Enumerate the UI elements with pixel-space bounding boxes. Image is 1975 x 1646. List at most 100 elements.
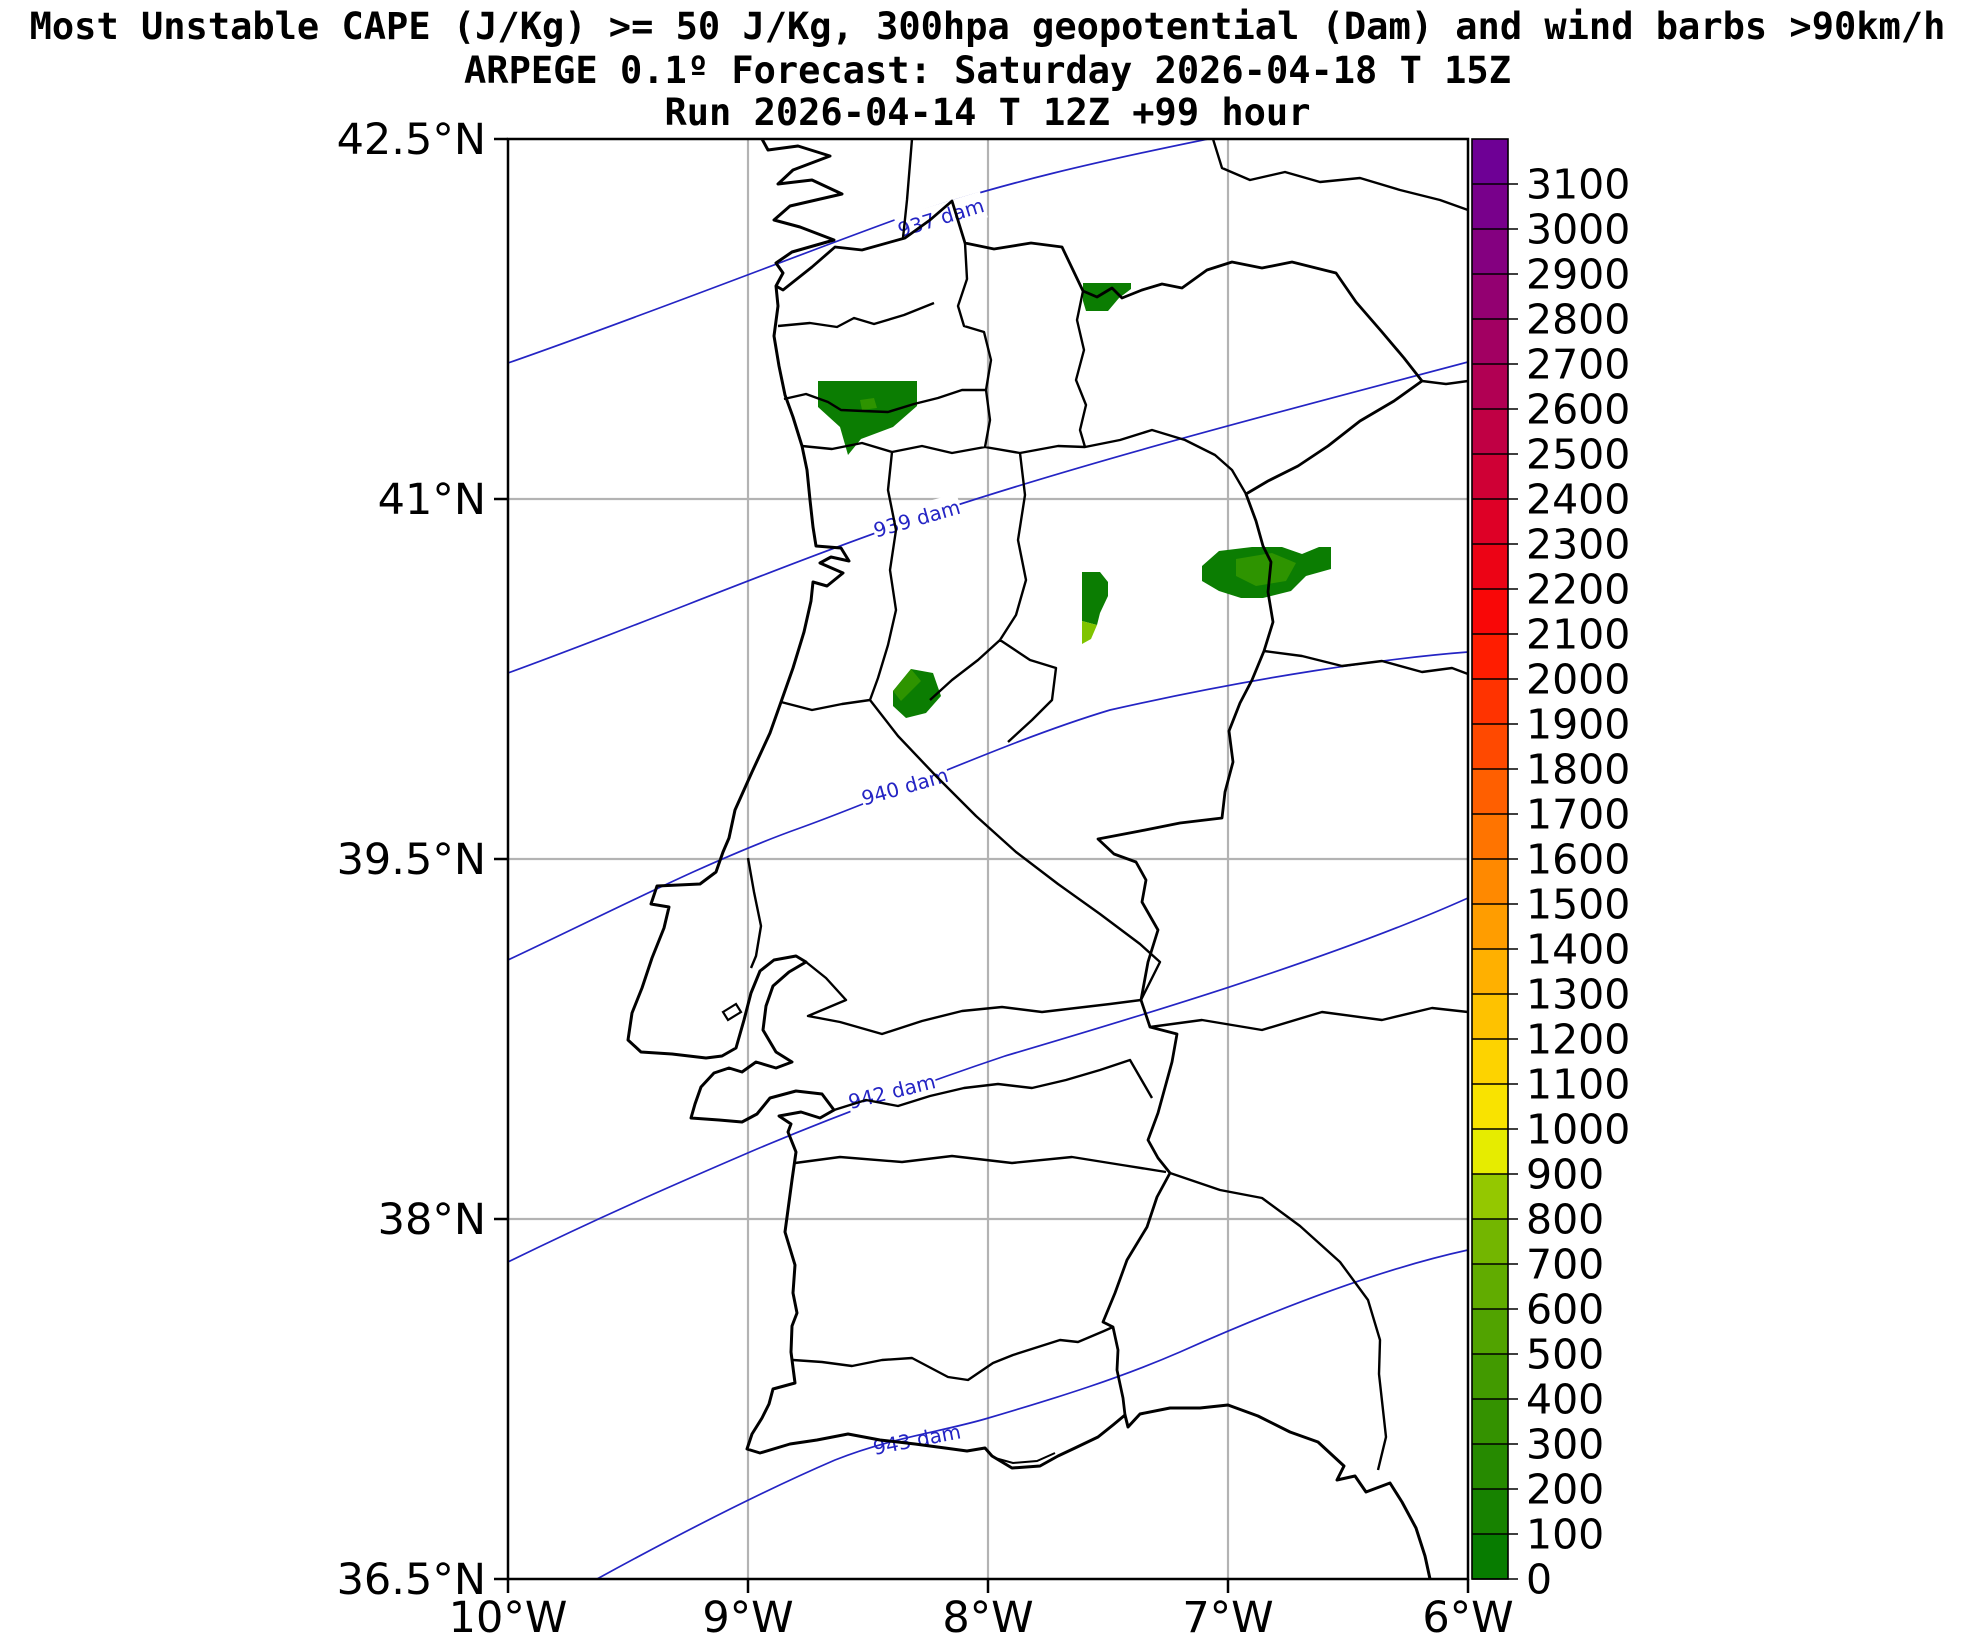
lat-label-38: 38°N <box>378 1195 486 1245</box>
colorbar-tick-label: 2300 <box>1526 520 1630 568</box>
colorbar-tick-label: 1700 <box>1526 790 1630 838</box>
contour-937 <box>508 139 1209 364</box>
colorbar-segment <box>1472 724 1508 770</box>
colorbar-segment <box>1472 1399 1508 1445</box>
colorbar-tick-label: 3000 <box>1526 205 1630 253</box>
cape-patch-guarda-light <box>1236 553 1296 586</box>
colorbar-tick-label: 2800 <box>1526 295 1630 343</box>
lat-label-41: 41°N <box>378 475 486 525</box>
colorbar-tick-label: 2600 <box>1526 385 1630 433</box>
cape-patch-estrela-light <box>1082 621 1097 644</box>
colorbar-segment <box>1472 364 1508 410</box>
colorbar-segment <box>1472 634 1508 680</box>
colorbar-tick-label: 600 <box>1526 1285 1604 1333</box>
colorbar-tick-label: 2200 <box>1526 565 1630 613</box>
contour-943 <box>596 1249 1468 1579</box>
colorbar-tick-label: 100 <box>1526 1510 1604 1558</box>
chart-subtitle-forecast: ARPEGE 0.1º Forecast: Saturday 2026-04-1… <box>464 49 1511 92</box>
contour-label-940: 940 dam <box>859 763 951 811</box>
colorbar-tick-label: 2400 <box>1526 475 1630 523</box>
colorbar-frame <box>1471 138 1509 1580</box>
colorbar-segment <box>1472 274 1508 320</box>
colorbar-tick-label: 500 <box>1526 1330 1604 1378</box>
colorbar-tick-label: 2700 <box>1526 340 1630 388</box>
colorbar-segment <box>1472 229 1508 275</box>
colorbar-segment <box>1472 1219 1508 1265</box>
colorbar-segment <box>1472 679 1508 725</box>
lat-label-42-5: 42.5°N <box>337 115 486 165</box>
colorbar-tick-label: 1400 <box>1526 925 1630 973</box>
colorbar-segment <box>1472 184 1508 230</box>
colorbar-segment <box>1472 814 1508 860</box>
colorbar-segment <box>1472 1084 1508 1130</box>
colorbar-segment <box>1472 994 1508 1040</box>
cape-patch-chaves <box>1083 283 1131 311</box>
colorbar-segment <box>1472 1444 1508 1490</box>
colorbar-segment <box>1472 1489 1508 1535</box>
colorbar-segment <box>1472 1354 1508 1400</box>
colorbar-tick-label: 1100 <box>1526 1060 1630 1108</box>
colorbar-tick-label: 300 <box>1526 1420 1604 1468</box>
colorbar-segment <box>1472 454 1508 500</box>
longitude-axis-labels: 10°W 9°W 8°W 7°W 6°W <box>449 1593 1514 1643</box>
colorbar-segment <box>1472 1039 1508 1085</box>
district-boundaries <box>746 139 1468 1471</box>
colorbar-segment <box>1472 409 1508 455</box>
colorbar-segment <box>1472 499 1508 545</box>
ria-formosa-lagoon <box>994 1452 1056 1465</box>
chart-title: Most Unstable CAPE (J/Kg) >= 50 J/Kg, 30… <box>29 5 1946 48</box>
colorbar-segment <box>1472 904 1508 950</box>
lon-label-10w: 10°W <box>449 1593 568 1643</box>
contour-label-942: 942 dam <box>846 1069 938 1114</box>
colorbar-tick-label: 3100 <box>1526 160 1630 208</box>
coastline <box>626 139 1432 1579</box>
colorbar-tick-label: 200 <box>1526 1465 1604 1513</box>
colorbar-tick-label: 1500 <box>1526 880 1630 928</box>
axis-ticks <box>494 137 1470 1593</box>
cape-patch-tomar-light <box>893 669 921 701</box>
latitude-axis-labels: 42.5°N 41°N 39.5°N 38°N 36.5°N <box>337 115 486 1605</box>
colorbar-tick-label: 2100 <box>1526 610 1630 658</box>
colorbar-tick-label: 1600 <box>1526 835 1630 883</box>
colorbar-segment <box>1472 1129 1508 1175</box>
colorbar: 0100200300400500600700800900100011001200… <box>1472 139 1630 1603</box>
colorbar-tick-label: 700 <box>1526 1240 1604 1288</box>
cape-patches <box>818 283 1331 718</box>
cape-patch-porto <box>818 381 917 455</box>
colorbar-segment <box>1472 1534 1508 1580</box>
grid-lines <box>508 139 1468 1579</box>
colorbar-tick-label: 400 <box>1526 1375 1604 1423</box>
chart-subtitle-run: Run 2026-04-14 T 12Z +99 hour <box>664 91 1311 134</box>
lon-label-6w: 6°W <box>1422 1593 1513 1643</box>
colorbar-tick-label: 900 <box>1526 1150 1604 1198</box>
colorbar-segment <box>1472 1174 1508 1220</box>
colorbar-segment <box>1472 319 1508 365</box>
cape-patch-estrela <box>1082 572 1108 625</box>
colorbar-tick-label: 1300 <box>1526 970 1630 1018</box>
lat-label-36-5: 36.5°N <box>337 1555 486 1605</box>
colorbar-tick-label: 0 <box>1526 1555 1552 1603</box>
colorbar-segment <box>1472 949 1508 995</box>
colorbar-segment <box>1472 1264 1508 1310</box>
colorbar-segment <box>1472 769 1508 815</box>
tejo-island <box>721 1002 743 1022</box>
colorbar-tick-label: 1000 <box>1526 1105 1630 1153</box>
lon-label-7w: 7°W <box>1182 1593 1273 1643</box>
lon-label-9w: 9°W <box>702 1593 793 1643</box>
colorbar-segment <box>1472 859 1508 905</box>
colorbar-tick-label: 2500 <box>1526 430 1630 478</box>
colorbar-tick-label: 1200 <box>1526 1015 1630 1063</box>
colorbar-segment <box>1472 589 1508 635</box>
colorbar-tick-label: 2000 <box>1526 655 1630 703</box>
contour-label-939: 939 dam <box>871 495 963 543</box>
colorbar-tick-label: 2900 <box>1526 250 1630 298</box>
colorbar-segment <box>1472 544 1508 590</box>
colorbar-segment <box>1472 139 1508 185</box>
colorbar-tick-label: 1900 <box>1526 700 1630 748</box>
colorbar-segment <box>1472 1309 1508 1355</box>
colorbar-tick-label: 1800 <box>1526 745 1630 793</box>
lat-label-39-5: 39.5°N <box>337 835 486 885</box>
colorbar-tick-label: 800 <box>1526 1195 1604 1243</box>
